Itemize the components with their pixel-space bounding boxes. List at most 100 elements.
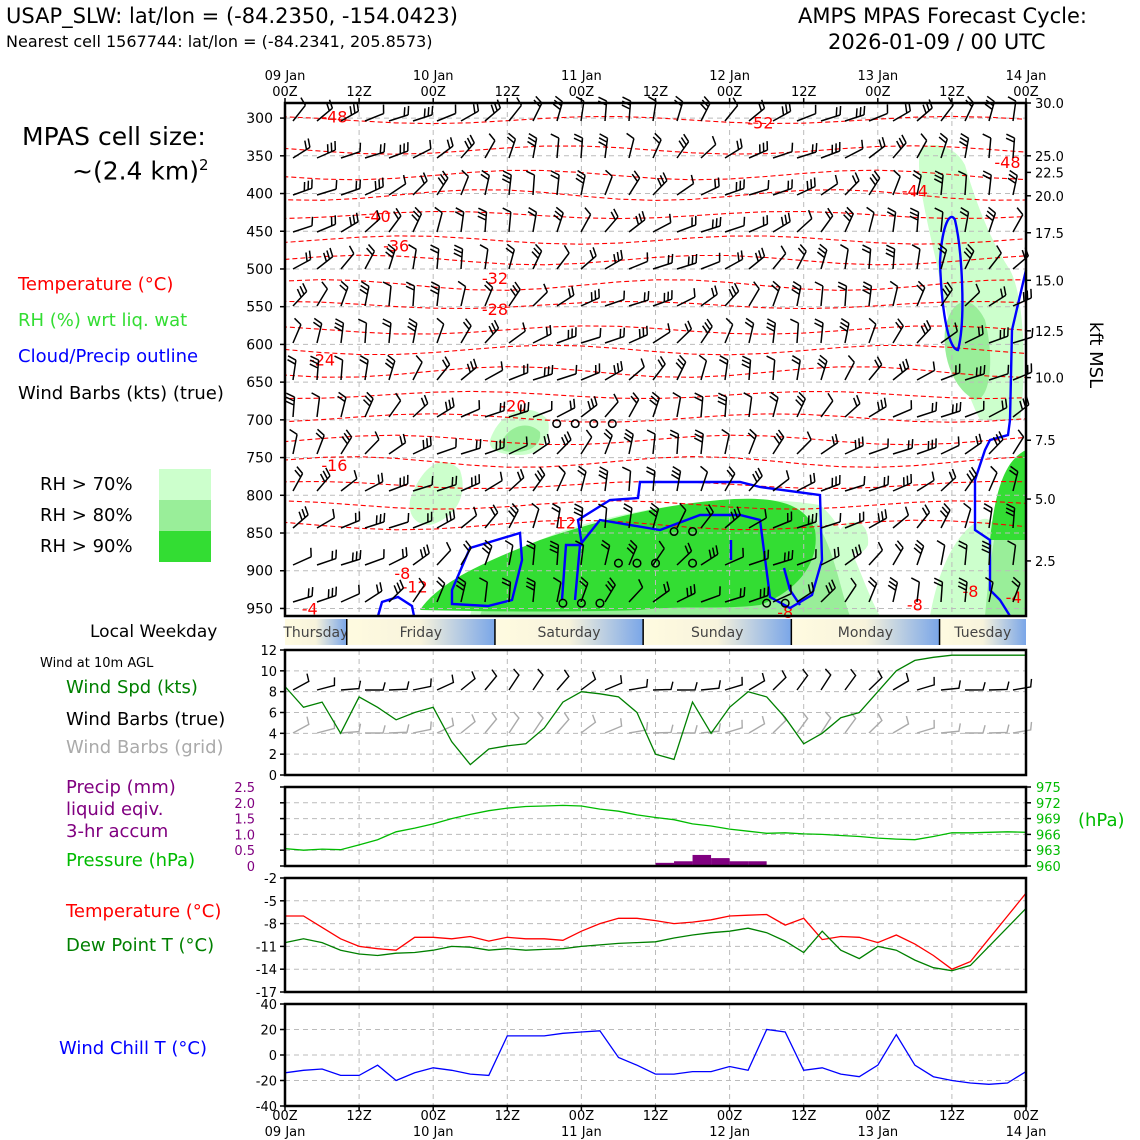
wind-barb [504, 539, 514, 566]
bottom-date-label: 13 Jan [857, 1125, 898, 1140]
swatch-rh80 [159, 500, 211, 531]
cloud-outline [560, 480, 824, 610]
wind-barb [364, 582, 383, 603]
wind-barb [772, 550, 794, 566]
wind10m-barb [724, 676, 743, 691]
wind-barb [959, 132, 970, 159]
wind-barb [412, 544, 430, 566]
wind-barb [484, 361, 504, 381]
temp-ytick-label: -14 [256, 963, 277, 978]
wind10m-barb [604, 675, 623, 691]
isotherm [284, 254, 1026, 266]
weekday-name: Saturday [538, 625, 601, 641]
wind-barb [556, 286, 575, 307]
kft-tick-label: 2.5 [1035, 555, 1056, 570]
wind-barb [460, 439, 482, 455]
isotherm-label: -8 [394, 564, 410, 583]
isotherm-label: -44 [902, 182, 928, 201]
wind-barb [676, 542, 693, 566]
wind10m-grid-barb [365, 725, 386, 734]
legend-pressure: Pressure (hPa) [66, 850, 196, 871]
wind-barb [772, 245, 787, 270]
wind-barb [844, 476, 866, 492]
legend-wind-barbs-grid: Wind Barbs (grid) [66, 737, 224, 758]
wind-barb [412, 355, 423, 381]
pressure-tick-label: 966 [1036, 828, 1061, 843]
wind-barb [892, 473, 913, 492]
wind-barb [772, 511, 793, 529]
wind-barb [364, 431, 380, 455]
calm-marker [688, 558, 698, 568]
wind-barb [700, 216, 722, 233]
precip-grid [285, 786, 1026, 867]
pressure-tick-label: 975 [1036, 781, 1061, 796]
legend-wind: Wind Barbs (kts) (true) [18, 383, 224, 404]
wind-barb [556, 398, 576, 418]
top-date-label: 14 Jan [1006, 69, 1047, 84]
wind-barb [364, 244, 376, 270]
wind-barb [1012, 328, 1034, 344]
wind-barb [287, 355, 297, 381]
kft-tick-label: 5.0 [1035, 493, 1056, 508]
wind-barb [652, 213, 672, 233]
wind-barb [984, 576, 994, 603]
wind-barb [292, 547, 312, 566]
cloud-outline [450, 531, 524, 608]
wind-barb [484, 319, 500, 344]
wind-barb [364, 210, 381, 233]
wind-barb [526, 540, 536, 566]
wind10m-grid-barb [964, 725, 986, 734]
wind10m-barb [820, 668, 832, 691]
wind-barb [337, 391, 347, 418]
isotherm [284, 235, 1026, 245]
wind-barb [340, 469, 358, 492]
wind-barb [628, 252, 649, 270]
wind10m-barb [916, 676, 935, 691]
wind-barb [652, 132, 662, 159]
wind-barb [909, 207, 920, 233]
precip-ytick-label: 2.5 [234, 781, 255, 796]
wind-barb [316, 467, 331, 492]
calm-marker [632, 558, 642, 568]
wind-barb [1012, 395, 1030, 418]
wind-barb [772, 470, 790, 492]
calm-marker [613, 558, 624, 568]
wind10m-barb [484, 669, 498, 691]
precip-bar [729, 861, 749, 866]
wind-barb [892, 506, 910, 529]
wind-barb [359, 355, 369, 381]
wind10m-barbs-grid [292, 711, 1033, 734]
wind-barb [436, 137, 454, 159]
wind-barb [988, 364, 1010, 381]
wind-barb [940, 322, 959, 344]
wind-barb [933, 170, 944, 196]
wind-barb [388, 105, 410, 122]
temp-ytick-label: -8 [264, 918, 277, 933]
wind-barb [772, 212, 791, 233]
wind-barb [791, 280, 802, 307]
wind-barb [796, 177, 816, 196]
pressure-tick-label: 972 [1036, 797, 1061, 812]
wind-barb [724, 506, 742, 529]
wind-barb [748, 586, 770, 603]
main-ytick-label: 950 [246, 601, 273, 617]
wind-barb [384, 354, 396, 381]
wind-barb [412, 172, 428, 196]
wind-barb [388, 433, 407, 455]
legend-wind-spd: Wind Spd (kts) [66, 677, 198, 698]
wind-barb [984, 95, 996, 122]
wind-barb [412, 436, 432, 455]
wind-barb [316, 247, 334, 270]
wind-barb [436, 541, 452, 566]
bottom-hour-label: 00Z [865, 1109, 891, 1124]
precip-ytick-label: 1.0 [234, 828, 255, 843]
bottom-date-label: 14 Jan [1006, 1125, 1047, 1140]
wind-barb [652, 290, 673, 307]
isotherm-label: -8 [907, 596, 923, 615]
wind-barb [436, 438, 457, 455]
wind10m-barb [772, 670, 787, 691]
precip-bar [711, 858, 730, 866]
wind-barb [916, 319, 932, 344]
wind-barb [412, 511, 433, 529]
